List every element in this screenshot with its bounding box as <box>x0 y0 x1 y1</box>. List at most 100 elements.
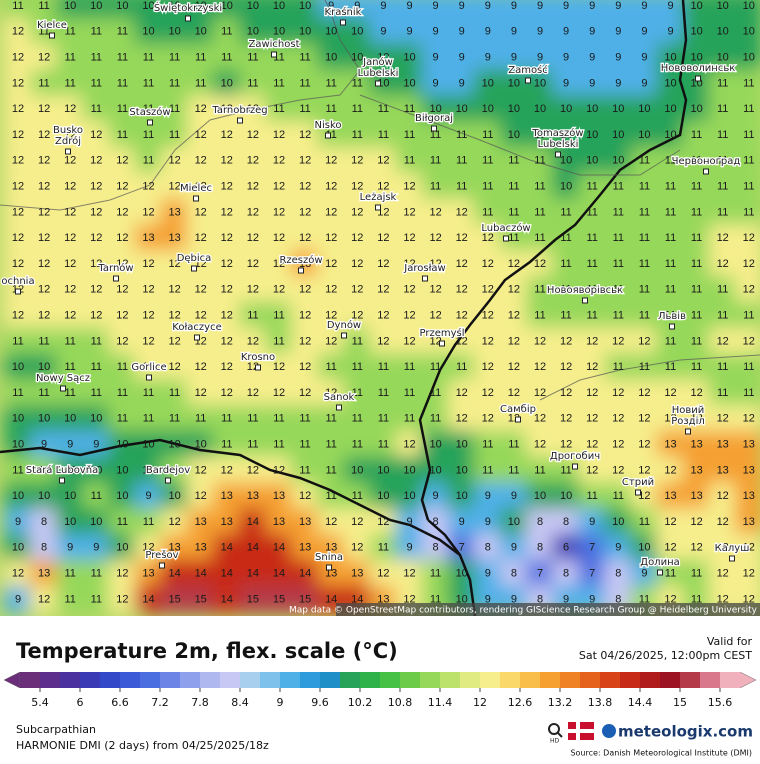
grid-value: 12 <box>195 490 207 502</box>
temperature-cell <box>108 198 137 227</box>
colorbar-swatch <box>120 672 141 688</box>
grid-value: 10 <box>90 464 102 476</box>
grid-value: 12 <box>325 206 337 218</box>
temperature-cell <box>369 327 398 356</box>
temperature-cell <box>82 404 111 433</box>
grid-value: 11 <box>534 464 545 476</box>
temperature-cell <box>552 353 581 382</box>
grid-value: 10 <box>12 542 24 554</box>
colorbar-tick-label: 10.2 <box>348 696 373 709</box>
colorbar-swatch <box>520 672 541 688</box>
temperature-cell <box>291 404 320 433</box>
place-labels: Świętokrzyski Kraśnik Kielce Zawichost Janów… <box>0 0 751 576</box>
grid-value: 10 <box>534 129 546 141</box>
grid-value: 11 <box>717 155 728 167</box>
grid-value: 11 <box>352 413 363 425</box>
temperature-cell <box>3 430 33 459</box>
temperature-cell <box>3 146 33 175</box>
temperature-cell <box>56 508 85 536</box>
temperature-cell <box>3 121 33 149</box>
temperature-cell <box>291 327 320 356</box>
temperature-cell <box>499 0 528 20</box>
grid-value: 10 <box>142 26 154 38</box>
region: Subcarpathian <box>16 723 96 736</box>
grid-value: 11 <box>665 310 676 322</box>
grid-value: 9 <box>615 26 621 38</box>
grid-value: 12 <box>612 439 624 451</box>
grid-value: 12 <box>325 232 337 244</box>
grid-value: 12 <box>116 232 128 244</box>
temperature-cell <box>160 95 189 124</box>
temperature-cell <box>56 585 85 614</box>
temperature-cell <box>317 0 346 20</box>
temperature-cell <box>343 430 372 459</box>
grid-value: 12 <box>195 258 207 270</box>
grid-value: 12 <box>717 232 729 244</box>
temperature-cell <box>30 404 59 433</box>
temperature-cell <box>682 43 711 72</box>
grid-value: 12 <box>38 206 50 218</box>
temperature-cell <box>30 353 59 382</box>
place-label: Lubaczów <box>481 222 530 234</box>
grid-value: 12 <box>377 258 389 270</box>
colorbar-swatch <box>300 672 321 688</box>
temperature-cell <box>108 146 137 175</box>
temperature-cell <box>630 327 659 356</box>
temperature-cell <box>525 275 555 304</box>
grid-value: 10 <box>116 490 128 502</box>
temperature-cell <box>499 172 528 201</box>
grid-value: 11 <box>534 232 545 244</box>
grid-value: 10 <box>116 0 128 12</box>
grid-value: 11 <box>143 129 154 141</box>
grid-value: 12 <box>12 258 24 270</box>
grid-value: 13 <box>743 464 755 476</box>
temperature-cell <box>578 43 607 72</box>
grid-value: 9 <box>615 0 621 12</box>
temperature-cell <box>264 301 294 330</box>
grid-value: 9 <box>67 439 73 451</box>
temperature-cell <box>3 353 33 382</box>
temperature-cell <box>421 43 450 72</box>
place-label: Nisko <box>314 120 341 131</box>
grid-value: 14 <box>168 568 180 580</box>
temperature-cell <box>291 224 320 253</box>
temperature-cell <box>134 430 163 459</box>
temperature-cell <box>186 559 215 588</box>
temperature-cell <box>604 121 633 149</box>
temperature-cell <box>525 121 555 149</box>
search-icon[interactable] <box>548 723 563 738</box>
temperature-cell <box>708 456 737 485</box>
grid-value: 12 <box>429 284 441 296</box>
temperature-cell <box>160 482 189 511</box>
grid-value: 9 <box>328 0 334 12</box>
brand[interactable]: meteologix.com <box>618 723 753 741</box>
place-label: Kielce <box>37 20 67 31</box>
temperature-cell <box>212 508 241 536</box>
temperature-cell <box>499 198 528 227</box>
temperature-cell <box>212 353 241 382</box>
grid-value: 10 <box>116 542 128 554</box>
grid-value: 11 <box>613 310 624 322</box>
grid-value: 9 <box>15 516 21 528</box>
temperature-cell <box>291 482 320 511</box>
grid-value: 10 <box>534 103 546 115</box>
temperature-cell <box>186 146 215 175</box>
grid-value: 12 <box>116 568 128 580</box>
temperature-cell <box>604 198 633 227</box>
temperature-cell <box>656 17 685 46</box>
grid-value: 12 <box>247 387 259 399</box>
colorbar-swatch <box>20 672 41 688</box>
temperature-cell <box>682 275 711 304</box>
temperature-cell <box>630 430 659 459</box>
temperature-cell <box>525 404 555 433</box>
place-label: Jarosław <box>403 263 445 274</box>
temperature-cell <box>3 508 33 536</box>
grid-value: 10 <box>12 490 24 502</box>
border-line <box>539 354 760 401</box>
grid-value: 10 <box>586 103 598 115</box>
grid-value: 12 <box>351 310 363 322</box>
grid-value: 12 <box>377 568 389 580</box>
temperature-cell <box>682 250 711 278</box>
grid-value: 12 <box>377 181 389 193</box>
temperature-cell <box>369 559 398 588</box>
